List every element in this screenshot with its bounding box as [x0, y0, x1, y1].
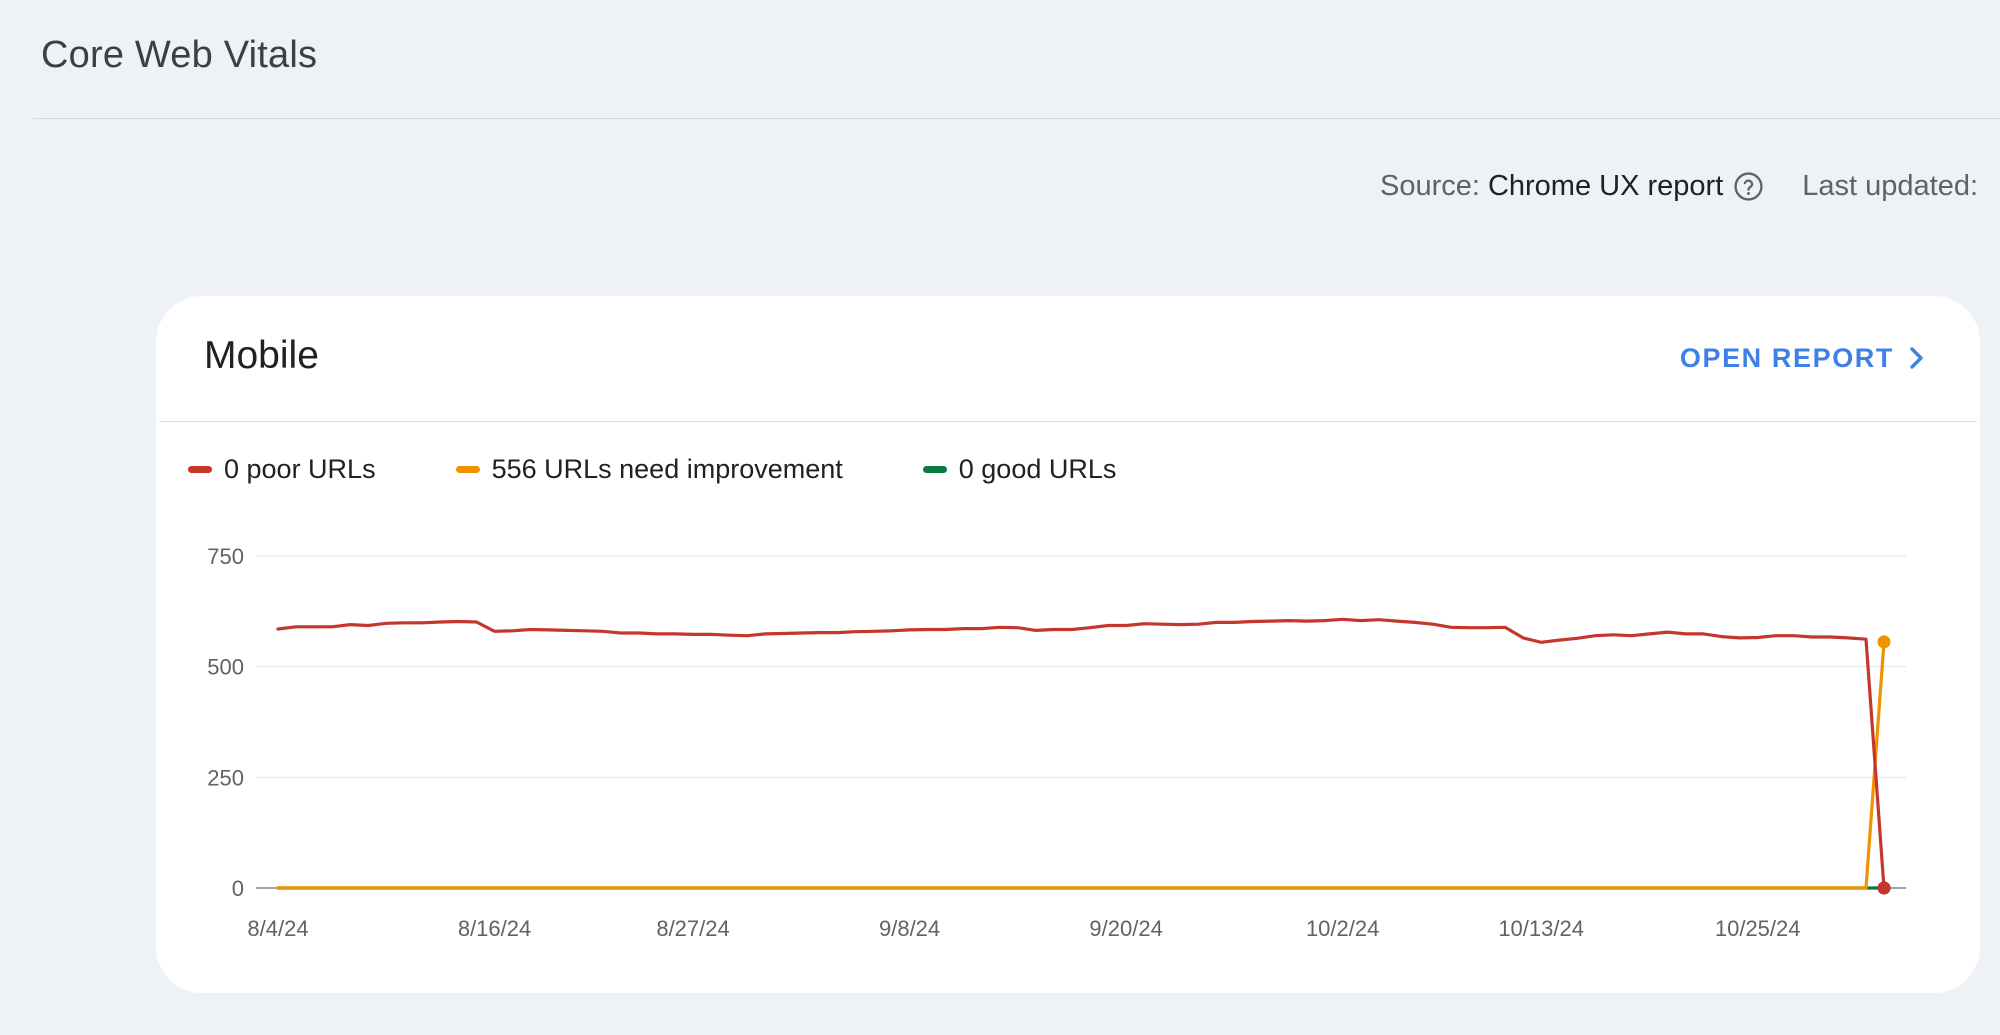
- legend-swatch-poor: [188, 465, 212, 473]
- card-divider: [159, 421, 1977, 422]
- card-title: Mobile: [204, 334, 319, 377]
- x-tick-label: 10/2/24: [1306, 916, 1379, 941]
- legend-label-need-improvement: 556 URLs need improvement: [491, 453, 843, 484]
- legend-item-need-improvement[interactable]: 556 URLs need improvement: [455, 453, 843, 485]
- series-endpoint-poor: [1877, 881, 1891, 895]
- source-label: Source:: [1380, 169, 1480, 202]
- legend-swatch-good: [922, 465, 947, 473]
- report-meta: Source: Chrome UX report Last updated:: [1380, 166, 1978, 206]
- x-tick-label: 10/25/24: [1715, 916, 1801, 941]
- series-line-poor: [276, 617, 1886, 890]
- open-report-button[interactable]: OPEN REPORT: [1680, 338, 1928, 378]
- x-tick-label: 8/4/24: [247, 916, 308, 941]
- chart-legend: 0 poor URLs 556 URLs need improvement 0 …: [188, 451, 1116, 487]
- series-line-need-improvement: [276, 640, 1886, 890]
- title-divider: [33, 118, 2000, 119]
- x-tick-label: 9/20/24: [1089, 916, 1162, 941]
- x-tick-label: 8/16/24: [458, 916, 531, 941]
- y-tick-label: 250: [207, 765, 244, 790]
- x-tick-label: 9/8/24: [879, 916, 940, 941]
- help-circle-icon[interactable]: [1733, 171, 1764, 202]
- mobile-card: Mobile OPEN REPORT 0 poor URLs 556 URLs …: [156, 296, 1980, 993]
- legend-item-good[interactable]: 0 good URLs: [922, 453, 1117, 485]
- y-tick-label: 0: [232, 876, 244, 901]
- page-title: Core Web Vitals: [41, 34, 318, 76]
- legend-label-good: 0 good URLs: [958, 453, 1117, 484]
- source-value: Chrome UX report: [1487, 169, 1724, 202]
- x-tick-label: 10/13/24: [1498, 916, 1584, 941]
- chevron-right-icon: [1906, 344, 1928, 372]
- y-tick-label: 750: [207, 544, 244, 569]
- y-tick-label: 500: [207, 655, 244, 680]
- legend-label-poor: 0 poor URLs: [224, 453, 376, 484]
- legend-item-poor[interactable]: 0 poor URLs: [188, 454, 376, 485]
- last-updated-label: Last updated:: [1802, 169, 1979, 202]
- x-tick-label: 8/27/24: [656, 916, 729, 941]
- core-web-vitals-chart: 750 500 250 08/4/24 8/16/24 8/27/24 9/8/24 9/20…: [207, 544, 1906, 941]
- legend-swatch-need-improvement: [455, 465, 480, 473]
- open-report-label: OPEN REPORT: [1679, 342, 1894, 373]
- series-endpoint-need-improvement: [1877, 635, 1891, 649]
